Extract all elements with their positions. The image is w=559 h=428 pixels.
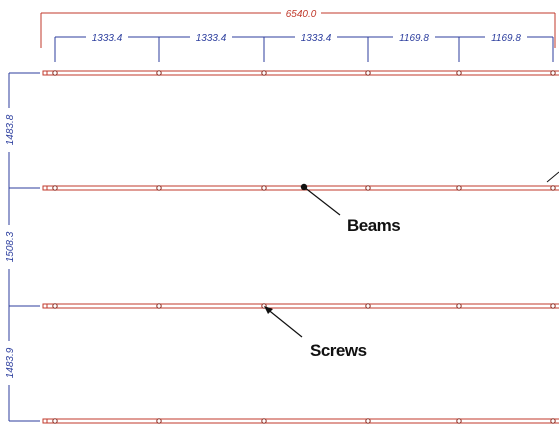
screw <box>456 70 462 76</box>
segment-dim-bg-3 <box>393 30 435 43</box>
beams-leader-line <box>303 186 341 216</box>
screws-leader-line <box>265 307 303 338</box>
screw <box>261 418 267 424</box>
beams-callout: Beams <box>300 183 401 235</box>
screw <box>550 303 556 309</box>
segment-dimensions: 1333.4 1333.4 1333.4 1169.8 1169.8 <box>54 30 554 62</box>
screw <box>52 418 58 424</box>
segment-dimension-label: 1169.8 <box>399 33 429 44</box>
screw <box>456 303 462 309</box>
offscreen-leader-line <box>546 171 559 183</box>
beam <box>42 418 559 424</box>
screw <box>156 303 162 309</box>
side-dimension-label: 1508.3 <box>5 231 16 262</box>
screw <box>52 185 58 191</box>
screw <box>550 185 556 191</box>
screw <box>365 70 371 76</box>
segment-dimension-label: 1333.4 <box>196 33 227 44</box>
overall-dimension-label: 6540.0 <box>286 9 317 20</box>
segment-dim-bg-1 <box>190 30 232 43</box>
screws-callout: Screws <box>264 306 367 360</box>
screw <box>365 185 371 191</box>
screw <box>156 418 162 424</box>
screw <box>52 303 58 309</box>
segment-dim-bg-2 <box>295 30 337 43</box>
screws-arrowhead-icon <box>264 306 273 314</box>
screw <box>365 418 371 424</box>
beam <box>42 70 559 76</box>
side-dim-bg-0 <box>3 108 16 152</box>
screw <box>261 70 267 76</box>
side-dimension-label: 1483.9 <box>5 347 16 378</box>
side-dimension-label: 1483.8 <box>5 114 16 145</box>
screw <box>550 70 556 76</box>
screw <box>156 185 162 191</box>
beam-end-cap <box>42 303 48 309</box>
side-dim-bg-2 <box>3 341 16 385</box>
beam-end-cap <box>42 418 48 424</box>
screws-callout-label: Screws <box>310 341 367 360</box>
screw <box>365 303 371 309</box>
screw <box>52 70 58 76</box>
screws <box>52 70 556 424</box>
segment-dim-bg-4 <box>485 30 527 43</box>
segment-dim-bg-0 <box>86 30 128 43</box>
overall-dimension-text-bg <box>281 6 321 18</box>
screw <box>550 418 556 424</box>
overall-dimension: 6540.0 <box>40 6 556 48</box>
segment-dimension-label: 1333.4 <box>92 33 123 44</box>
beam-end-cap <box>42 185 48 191</box>
segment-dimension-label: 1333.4 <box>301 33 332 44</box>
side-dim-bg-1 <box>3 225 16 269</box>
beam <box>42 303 559 309</box>
beam-end-cap <box>42 70 48 76</box>
segment-dimension-label: 1169.8 <box>491 33 521 44</box>
screw <box>456 418 462 424</box>
beams-callout-label: Beams <box>347 216 400 235</box>
screw <box>156 70 162 76</box>
side-dimensions: 1483.8 1508.3 1483.9 <box>3 72 40 422</box>
beams <box>42 70 559 424</box>
screw <box>456 185 462 191</box>
screw <box>261 185 267 191</box>
